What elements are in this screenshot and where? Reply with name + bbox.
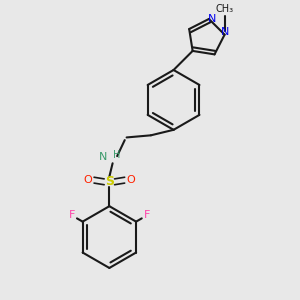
Text: N: N xyxy=(208,14,216,24)
Text: F: F xyxy=(144,211,150,220)
Text: N: N xyxy=(220,27,229,37)
Text: F: F xyxy=(69,211,75,220)
Text: O: O xyxy=(84,175,93,185)
Text: O: O xyxy=(126,175,135,185)
Text: CH₃: CH₃ xyxy=(215,4,234,14)
Text: S: S xyxy=(105,175,114,188)
Text: N: N xyxy=(99,152,108,162)
Text: H: H xyxy=(113,150,120,160)
